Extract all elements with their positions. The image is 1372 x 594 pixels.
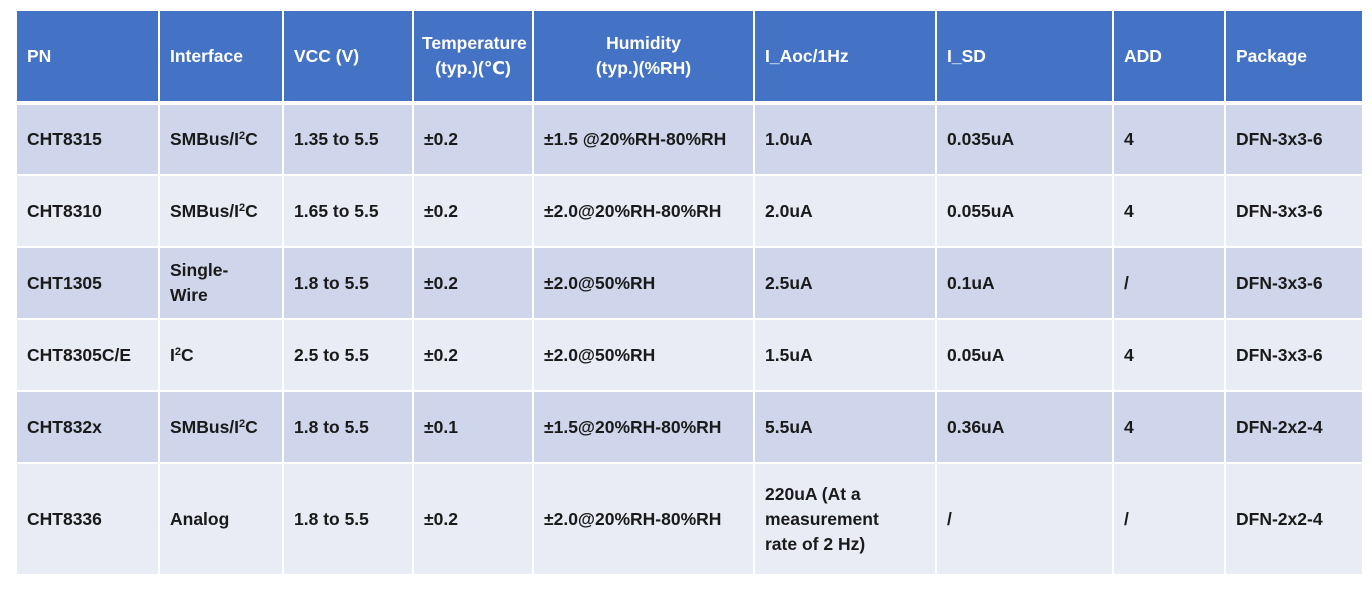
cell-package: DFN-2x2-4 bbox=[1225, 463, 1364, 576]
cell-vcc: 1.65 to 5.5 bbox=[283, 175, 414, 248]
cell-i-sd: 0.055uA bbox=[936, 175, 1114, 248]
header-temperature: Temperature (typ.)(℃) bbox=[413, 11, 534, 105]
cell-i-sd: 0.1uA bbox=[936, 247, 1114, 320]
cell-humidity: ±2.0@20%RH-80%RH bbox=[533, 175, 755, 248]
cell-add: 4 bbox=[1113, 391, 1226, 464]
interface-text-suffix: C bbox=[245, 416, 258, 437]
cell-vcc: 1.8 to 5.5 bbox=[283, 463, 414, 576]
interface-text: I bbox=[170, 344, 175, 365]
spec-table-container: PN Interface VCC (V) Temperature (typ.)(… bbox=[17, 11, 1364, 576]
cell-add: 4 bbox=[1113, 319, 1226, 392]
cell-vcc: 1.35 to 5.5 bbox=[283, 103, 414, 176]
cell-vcc: 2.5 to 5.5 bbox=[283, 319, 414, 392]
cell-i-sd: 0.035uA bbox=[936, 103, 1114, 176]
cell-pn: CHT832x bbox=[17, 391, 160, 464]
interface-text-suffix: C bbox=[181, 344, 194, 365]
interface-superscript: 2 bbox=[239, 130, 246, 142]
cell-package: DFN-3x3-6 bbox=[1225, 175, 1364, 248]
cell-interface: SMBus/I2C bbox=[159, 175, 284, 248]
cell-interface: Analog bbox=[159, 463, 284, 576]
interface-text-suffix: C bbox=[245, 200, 258, 221]
cell-i-aoc: 1.5uA bbox=[754, 319, 937, 392]
cell-humidity: ±2.0@50%RH bbox=[533, 247, 755, 320]
cell-pn: CHT8315 bbox=[17, 103, 160, 176]
cell-package: DFN-3x3-6 bbox=[1225, 103, 1364, 176]
cell-vcc: 1.8 to 5.5 bbox=[283, 247, 414, 320]
cell-temperature: ±0.2 bbox=[413, 175, 534, 248]
cell-temperature: ±0.2 bbox=[413, 319, 534, 392]
cell-interface: SMBus/I2C bbox=[159, 391, 284, 464]
cell-i-sd: / bbox=[936, 463, 1114, 576]
interface-superscript: 2 bbox=[239, 417, 246, 430]
cell-pn: CHT8310 bbox=[17, 175, 160, 248]
interface-text: SMBus/I bbox=[170, 416, 240, 437]
table-row: CHT8310 SMBus/I2C 1.65 to 5.5 ±0.2 ±2.0@… bbox=[17, 175, 1364, 248]
interface-text: SMBus/I bbox=[170, 129, 240, 149]
header-add: ADD bbox=[1113, 11, 1226, 105]
header-humidity: Humidity (typ.)(%RH) bbox=[533, 11, 755, 105]
cell-temperature: ±0.1 bbox=[413, 391, 534, 464]
cell-pn: CHT8336 bbox=[17, 463, 160, 576]
cell-humidity: ±2.0@50%RH bbox=[533, 319, 755, 392]
table-row: CHT1305 Single-Wire 1.8 to 5.5 ±0.2 ±2.0… bbox=[17, 247, 1364, 320]
interface-text: SMBus/I bbox=[170, 200, 240, 221]
cell-i-aoc: 2.5uA bbox=[754, 247, 937, 320]
interface-superscript: 2 bbox=[239, 201, 246, 214]
cell-interface: I2C bbox=[159, 319, 284, 392]
cell-pn: CHT8305C/E bbox=[17, 319, 160, 392]
header-interface: Interface bbox=[159, 11, 284, 105]
cell-package: DFN-2x2-4 bbox=[1225, 391, 1364, 464]
cell-i-sd: 0.36uA bbox=[936, 391, 1114, 464]
table-row: CHT8305C/E I2C 2.5 to 5.5 ±0.2 ±2.0@50%R… bbox=[17, 319, 1364, 392]
cell-interface: SMBus/I2C bbox=[159, 103, 284, 176]
cell-humidity: ±1.5 @20%RH-80%RH bbox=[533, 103, 755, 176]
header-vcc: VCC (V) bbox=[283, 11, 414, 105]
interface-text: Single-Wire bbox=[170, 260, 229, 305]
header-package: Package bbox=[1225, 11, 1364, 105]
table-row: CHT8336 Analog 1.8 to 5.5 ±0.2 ±2.0@20%R… bbox=[17, 463, 1364, 576]
cell-interface: Single-Wire bbox=[159, 247, 284, 320]
cell-i-aoc: 2.0uA bbox=[754, 175, 937, 248]
cell-add: 4 bbox=[1113, 103, 1226, 176]
cell-i-aoc: 220uA (At a measurement rate of 2 Hz) bbox=[754, 463, 937, 576]
header-i-aoc: I_Aoc/1Hz bbox=[754, 11, 937, 105]
cell-add: / bbox=[1113, 463, 1226, 576]
cell-pn: CHT1305 bbox=[17, 247, 160, 320]
interface-text: Analog bbox=[170, 508, 230, 529]
table-row: CHT8315 SMBus/I2C 1.35 to 5.5 ±0.2 ±1.5 … bbox=[17, 103, 1364, 176]
cell-temperature: ±0.2 bbox=[413, 103, 534, 176]
table-row: CHT832x SMBus/I2C 1.8 to 5.5 ±0.1 ±1.5@2… bbox=[17, 391, 1364, 464]
cell-humidity: ±2.0@20%RH-80%RH bbox=[533, 463, 755, 576]
header-i-sd: I_SD bbox=[936, 11, 1114, 105]
cell-i-aoc: 5.5uA bbox=[754, 391, 937, 464]
cell-temperature: ±0.2 bbox=[413, 463, 534, 576]
interface-superscript: 2 bbox=[174, 345, 181, 358]
header-row: PN Interface VCC (V) Temperature (typ.)(… bbox=[17, 11, 1364, 105]
header-pn: PN bbox=[17, 11, 160, 105]
cell-vcc: 1.8 to 5.5 bbox=[283, 391, 414, 464]
cell-temperature: ±0.2 bbox=[413, 247, 534, 320]
cell-i-sd: 0.05uA bbox=[936, 319, 1114, 392]
cell-humidity: ±1.5@20%RH-80%RH bbox=[533, 391, 755, 464]
cell-add: / bbox=[1113, 247, 1226, 320]
cell-package: DFN-3x3-6 bbox=[1225, 247, 1364, 320]
cell-add: 4 bbox=[1113, 175, 1226, 248]
cell-package: DFN-3x3-6 bbox=[1225, 319, 1364, 392]
interface-text-suffix: C bbox=[245, 129, 258, 149]
sensor-spec-table: PN Interface VCC (V) Temperature (typ.)(… bbox=[17, 11, 1364, 576]
cell-i-aoc: 1.0uA bbox=[754, 103, 937, 176]
